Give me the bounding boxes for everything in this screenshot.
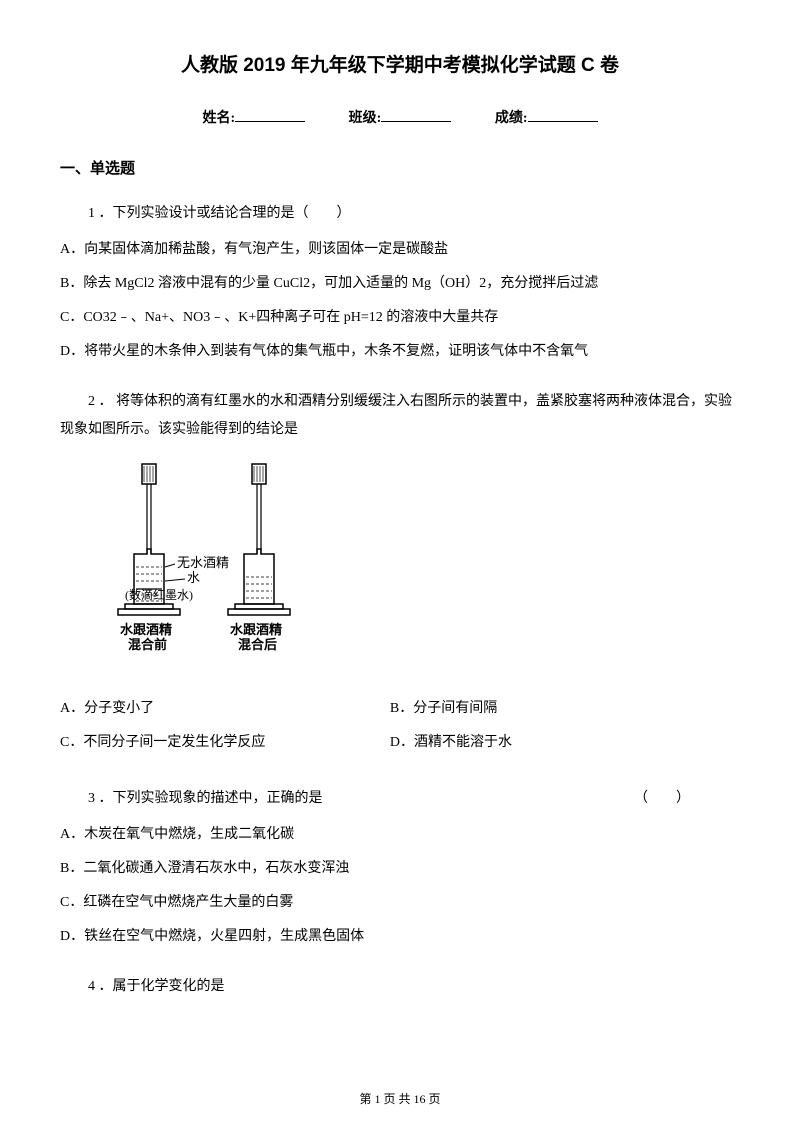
q4-stem: 4 ．属于化学变化的是 bbox=[60, 973, 740, 1001]
question-1: 1 ．下列实验设计或结论合理的是（ ） A．向某固体滴加稀盐酸，有气泡产生，则该… bbox=[60, 200, 740, 366]
question-2: 2 ． 将等体积的滴有红墨水的水和酒精分别缓缓注入右图所示的装置中，盖紧胶塞将两… bbox=[60, 388, 740, 763]
q1-option-d: D．将带火星的木条伸入到装有气体的集气瓶中，木条不复燃，证明该气体中不含氧气 bbox=[60, 338, 740, 366]
caption-after-2: 混合后 bbox=[238, 637, 277, 652]
apparatus-svg: 无水酒精 水 (数滴红墨水) 水跟酒精 混合前 水跟酒精 混合后 bbox=[90, 459, 320, 669]
q3-stem: 3 ．下列实验现象的描述中，正确的是 bbox=[60, 785, 323, 813]
question-4: 4 ．属于化学变化的是 bbox=[60, 973, 740, 1001]
label-ink: (数滴红墨水) bbox=[125, 587, 193, 602]
section-1-header: 一、单选题 bbox=[60, 157, 740, 178]
q1-stem: 1 ．下列实验设计或结论合理的是（ ） bbox=[60, 200, 740, 228]
name-label: 姓名: bbox=[202, 111, 235, 126]
q3-option-c: C．红磷在空气中燃烧产生大量的白雾 bbox=[60, 889, 740, 917]
label-water: 水 bbox=[187, 570, 200, 585]
student-info-line: 姓名: 班级: 成绩: bbox=[60, 107, 740, 127]
question-3: 3 ．下列实验现象的描述中，正确的是 （ ） A．木炭在氧气中燃烧，生成二氧化碳… bbox=[60, 785, 740, 951]
q3-paren: （ ） bbox=[634, 785, 740, 813]
q3-option-a: A．木炭在氧气中燃烧，生成二氧化碳 bbox=[60, 821, 740, 849]
q2-diagram: 无水酒精 水 (数滴红墨水) 水跟酒精 混合前 水跟酒精 混合后 bbox=[90, 459, 740, 680]
q3-option-d: D．铁丝在空气中燃烧，火星四射，生成黑色固体 bbox=[60, 923, 740, 951]
q2-option-c: C．不同分子间一定发生化学反应 bbox=[60, 729, 386, 757]
score-blank[interactable] bbox=[528, 121, 598, 122]
score-label: 成绩: bbox=[495, 111, 528, 126]
class-label: 班级: bbox=[349, 111, 382, 126]
q2-option-a: A．分子变小了 bbox=[60, 695, 386, 723]
label-alcohol: 无水酒精 bbox=[177, 555, 229, 570]
q2-stem: 2 ． 将等体积的滴有红墨水的水和酒精分别缓缓注入右图所示的装置中，盖紧胶塞将两… bbox=[60, 388, 740, 444]
q1-option-b: B．除去 MgCl2 溶液中混有的少量 CuCl2，可加入适量的 Mg（OH）2… bbox=[60, 270, 740, 298]
q2-option-b: B．分子间有间隔 bbox=[390, 695, 716, 723]
exam-title: 人教版 2019 年九年级下学期中考模拟化学试题 C 卷 bbox=[60, 50, 740, 77]
q2-option-d: D．酒精不能溶于水 bbox=[390, 729, 716, 757]
q1-option-a: A．向某固体滴加稀盐酸，有气泡产生，则该固体一定是碳酸盐 bbox=[60, 236, 740, 264]
caption-before-2: 混合前 bbox=[128, 637, 167, 652]
q3-option-b: B．二氧化碳通入澄清石灰水中，石灰水变浑浊 bbox=[60, 855, 740, 883]
q1-option-c: C．CO32﹣、Na+、NO3﹣、K+四种离子可在 pH=12 的溶液中大量共存 bbox=[60, 304, 740, 332]
name-blank[interactable] bbox=[235, 121, 305, 122]
caption-before-1: 水跟酒精 bbox=[120, 622, 172, 637]
caption-after-1: 水跟酒精 bbox=[230, 622, 282, 637]
page-footer: 第 1 页 共 16 页 bbox=[0, 1090, 800, 1107]
class-blank[interactable] bbox=[381, 121, 451, 122]
